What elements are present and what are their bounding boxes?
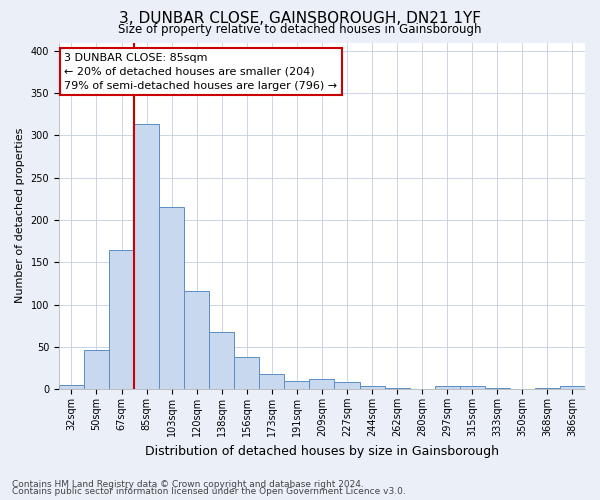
Bar: [485, 388, 510, 389]
Bar: [334, 382, 359, 389]
Bar: [134, 124, 159, 389]
Bar: [284, 380, 310, 389]
Text: 3, DUNBAR CLOSE, GAINSBOROUGH, DN21 1YF: 3, DUNBAR CLOSE, GAINSBOROUGH, DN21 1YF: [119, 11, 481, 26]
Text: Contains public sector information licensed under the Open Government Licence v3: Contains public sector information licen…: [12, 487, 406, 496]
Bar: [59, 385, 84, 389]
Bar: [259, 374, 284, 389]
Bar: [385, 388, 410, 389]
Text: Contains HM Land Registry data © Crown copyright and database right 2024.: Contains HM Land Registry data © Crown c…: [12, 480, 364, 489]
X-axis label: Distribution of detached houses by size in Gainsborough: Distribution of detached houses by size …: [145, 444, 499, 458]
Text: 3 DUNBAR CLOSE: 85sqm
← 20% of detached houses are smaller (204)
79% of semi-det: 3 DUNBAR CLOSE: 85sqm ← 20% of detached …: [64, 53, 337, 91]
Text: Size of property relative to detached houses in Gainsborough: Size of property relative to detached ho…: [118, 22, 482, 36]
Y-axis label: Number of detached properties: Number of detached properties: [15, 128, 25, 304]
Bar: [535, 388, 560, 389]
Bar: [234, 357, 259, 389]
Bar: [159, 208, 184, 389]
Bar: [310, 379, 334, 389]
Bar: [209, 332, 234, 389]
Bar: [460, 386, 485, 389]
Bar: [560, 386, 585, 389]
Bar: [184, 291, 209, 389]
Bar: [359, 386, 385, 389]
Bar: [84, 350, 109, 389]
Bar: [109, 250, 134, 389]
Bar: [434, 386, 460, 389]
